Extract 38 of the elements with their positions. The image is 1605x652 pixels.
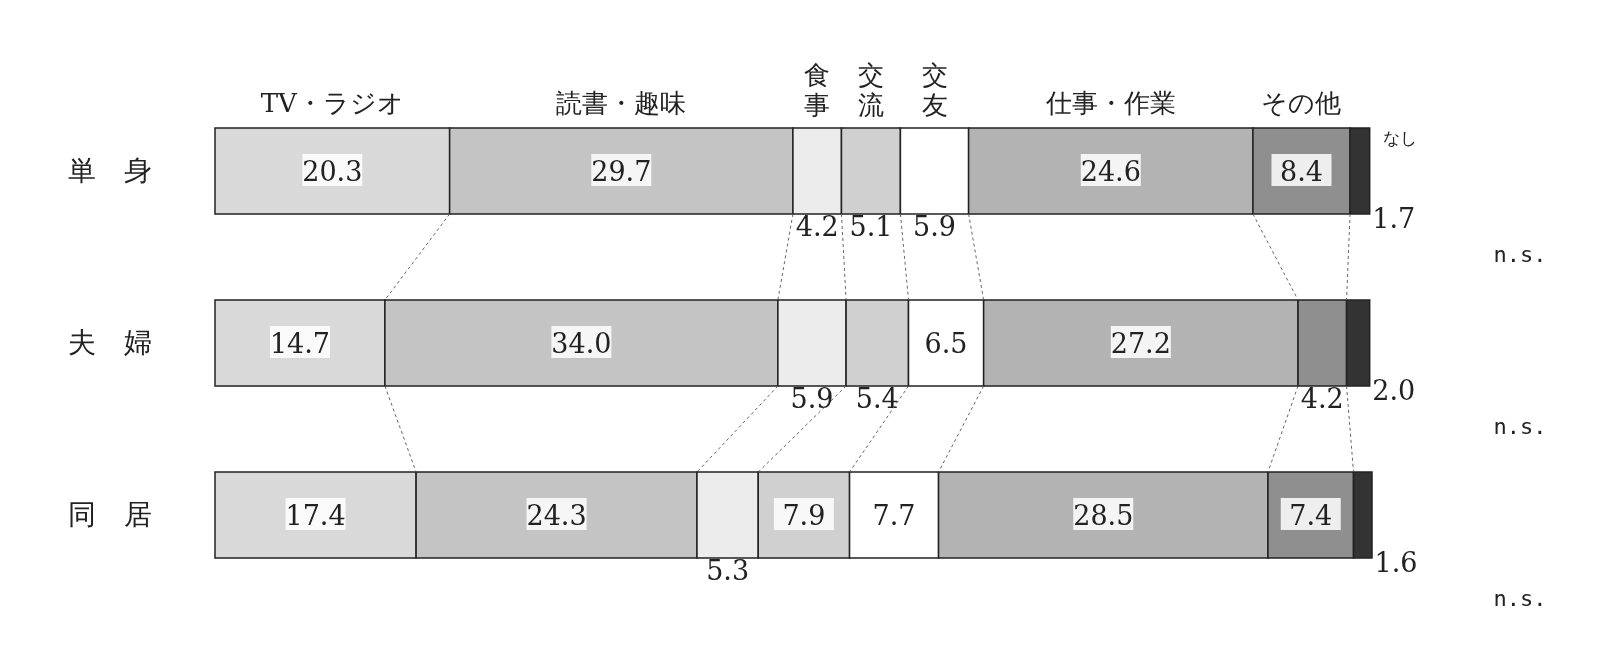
series-label: 仕事・作業 (1044, 88, 1176, 118)
text: n.s. (1493, 242, 1547, 267)
data-label: 34.0 (551, 328, 612, 359)
text: n.s. (1493, 414, 1547, 439)
y-tick-label: 単 身 (68, 154, 152, 187)
data-label: 28.5 (1073, 500, 1134, 531)
series-label: 交流 (857, 60, 884, 120)
series-label: その他 (1261, 88, 1342, 118)
data-label: 5.9 (790, 383, 834, 414)
data-label: 14.7 (269, 328, 331, 359)
data-label: 1.6 (1374, 547, 1418, 578)
data-label: 5.1 (849, 211, 893, 242)
data-label: 20.3 (302, 156, 363, 187)
y-tick-label: 夫 婦 (68, 326, 152, 359)
series-label: 食事 (804, 60, 831, 120)
text: n.s. (1493, 586, 1547, 611)
y-tick-label: 同 居 (68, 498, 152, 531)
data-label: 2.0 (1372, 375, 1416, 406)
data-label: 5.4 (855, 383, 899, 414)
data-label: 5.9 (913, 211, 956, 242)
data-label: 8.4 (1280, 156, 1323, 187)
data-label: 24.6 (1080, 156, 1141, 187)
data-label: 7.4 (1289, 500, 1333, 531)
series-label: TV・ラジオ (260, 88, 404, 118)
data-label: 5.3 (706, 555, 750, 586)
data-label: 1.7 (1372, 203, 1416, 234)
data-label: 24.3 (526, 500, 587, 531)
data-label: 27.2 (1110, 328, 1171, 359)
series-label: なし (1382, 128, 1417, 148)
data-label: 6.5 (924, 328, 968, 359)
data-label: 4.2 (1300, 383, 1344, 414)
data-label: 7.9 (782, 500, 826, 531)
series-label: 読書・趣味 (556, 88, 687, 118)
data-label: 29.7 (591, 156, 652, 187)
data-label: 17.4 (285, 500, 346, 531)
data-label: 4.2 (795, 211, 839, 242)
series-label: 交友 (921, 60, 948, 120)
data-label: 7.7 (872, 500, 916, 531)
